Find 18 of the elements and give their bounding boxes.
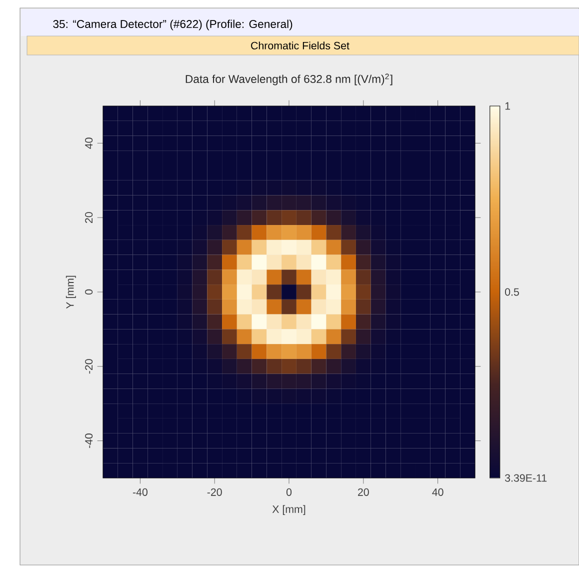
y-tick-label: 0 [85,289,93,295]
color-bar-label: 0.5 [505,288,519,296]
y-tick-label: 20 [85,212,93,223]
y-tick-label: 40 [85,138,93,149]
x-tick-label: 0 [286,488,292,496]
x-axis-title: X [mm] [272,505,306,516]
y-tick-label: -20 [85,359,93,374]
chart-subtitle: Chromatic Fields Set [251,42,350,50]
color-bar-label: 3.39E-11 [504,474,547,482]
y-tick-label: -40 [85,433,93,448]
color-bar-label: 1 [505,102,510,110]
chart-title: Data for Wavelength of 632.8 nm [(V/m)$^{2}$] [186,74,392,86]
x-tick-label: 40 [432,488,444,496]
y-axis-title: Y [mm] [66,276,76,309]
x-tick-label: -20 [207,488,222,496]
x-tick-label: 20 [358,488,369,496]
x-tick-label: -40 [132,488,148,496]
text: 35: “Camera Detector” (#622) (Profile: General) [53,20,292,30]
